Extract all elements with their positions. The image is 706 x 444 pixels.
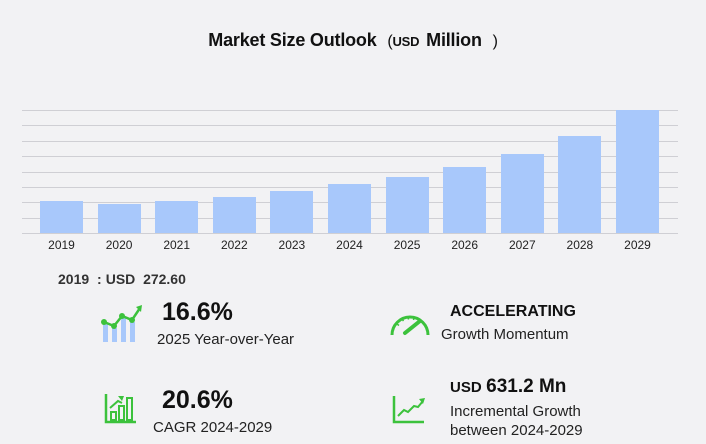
x-tick-label: 2023 xyxy=(278,238,306,252)
momentum-value: ACCELERATING xyxy=(450,303,576,320)
bar-chart-growth-icon xyxy=(104,392,138,429)
momentum-label: Growth Momentum xyxy=(441,326,569,343)
incremental-value: USD 631.2 Mn xyxy=(450,376,566,398)
gridline xyxy=(22,171,678,173)
bar-chart: 2019 2020 2021 2022 2023 2024 2025 2026 2027 2028… xyxy=(22,100,678,260)
bar-2022[interactable] xyxy=(212,196,256,233)
x-tick-label: 2029 xyxy=(624,238,651,252)
bar-2020[interactable] xyxy=(97,204,141,233)
chart-title-main: Market Size Outlook xyxy=(208,30,377,50)
incremental-currency: USD xyxy=(450,379,482,396)
base-amount: 272.60 xyxy=(143,271,186,287)
bar-2021[interactable] xyxy=(155,200,199,233)
base-currency: USD xyxy=(105,271,136,287)
speedometer-icon xyxy=(388,309,432,344)
gridline xyxy=(22,233,678,234)
x-tick-label: 2026 xyxy=(451,238,479,252)
gridline xyxy=(22,140,678,142)
title-unit-scale: Million xyxy=(426,30,482,50)
bar-2019[interactable] xyxy=(40,201,83,233)
title-close-paren: ) xyxy=(492,33,498,50)
x-tick-label: 2024 xyxy=(336,238,363,252)
base-separator: : xyxy=(97,271,102,287)
bar-2028[interactable] xyxy=(558,136,602,233)
x-tick-label: 2022 xyxy=(220,238,248,252)
x-tick-label: 2021 xyxy=(163,238,191,252)
base-year-value: 2019 : USD 272.60 xyxy=(58,271,186,287)
gridline xyxy=(22,110,678,111)
yoy-value: 16.6% xyxy=(162,298,233,326)
line-bar-growth-icon xyxy=(100,304,144,349)
trend-line-icon xyxy=(392,394,426,429)
incremental-amount: 631.2 Mn xyxy=(486,376,567,397)
title-unit-currency: USD xyxy=(392,34,420,49)
cagr-label: CAGR 2024-2029 xyxy=(153,419,273,436)
base-year: 2019 xyxy=(58,271,90,287)
gridline xyxy=(22,125,678,127)
incremental-label-line1: Incremental Growth xyxy=(450,403,581,420)
gridline xyxy=(22,156,678,158)
bar-2023[interactable] xyxy=(270,190,314,233)
yoy-label: 2025 Year-over-Year xyxy=(157,331,295,348)
x-tick-label: 2025 xyxy=(393,238,421,252)
x-tick-label: 2028 xyxy=(566,238,594,252)
bar-2025[interactable] xyxy=(385,177,429,233)
cagr-value: 20.6% xyxy=(162,386,233,414)
chart-title: Market Size Outlook (USD Million ) xyxy=(0,30,706,51)
incremental-label-line2: between 2024-2029 xyxy=(450,422,583,439)
bar-2027[interactable] xyxy=(500,154,544,233)
title-open-paren: ( xyxy=(387,33,393,50)
x-tick-label: 2027 xyxy=(508,238,536,252)
x-tick-label: 2020 xyxy=(105,238,133,252)
bar-2029[interactable] xyxy=(616,110,659,233)
bar-2026[interactable] xyxy=(443,167,487,233)
x-tick-label: 2019 xyxy=(48,238,75,252)
bar-2024[interactable] xyxy=(328,184,371,233)
